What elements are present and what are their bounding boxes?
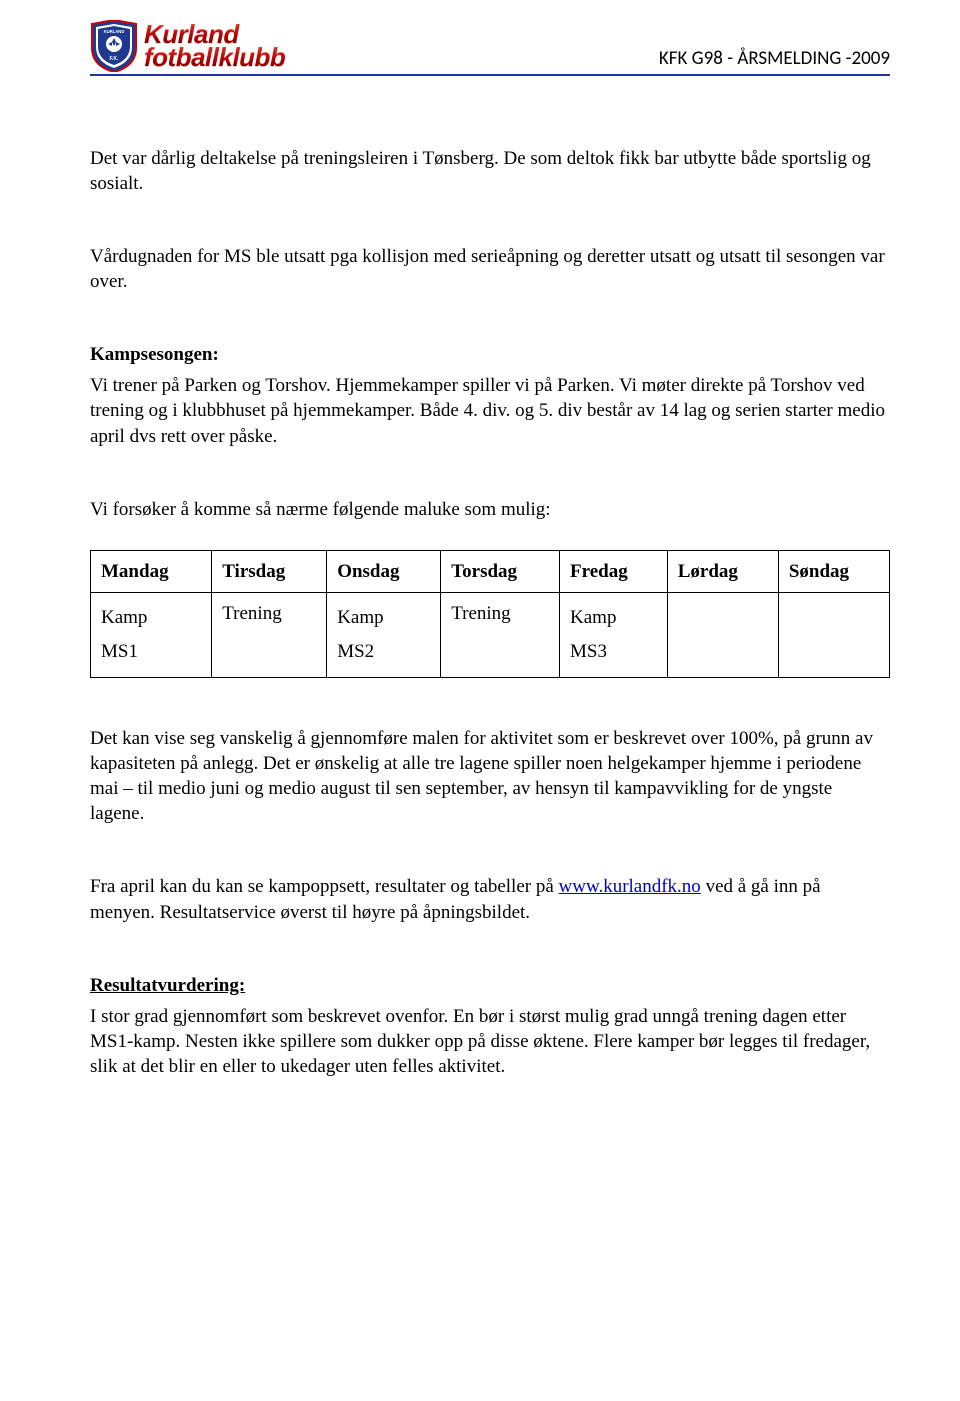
- svg-text:KURLAND: KURLAND: [104, 29, 125, 34]
- document-body: Det var dårlig deltakelse på treningslei…: [90, 76, 890, 1079]
- table-cell: Kamp MS1: [91, 592, 212, 677]
- table-cell: [667, 592, 778, 677]
- table-cell: Kamp MS3: [560, 592, 668, 677]
- table-header: Torsdag: [441, 550, 560, 592]
- table-cell: [778, 592, 889, 677]
- svg-text:F.K.: F.K.: [110, 56, 120, 62]
- logo-wordmark: Kurland fotballklubb: [144, 23, 285, 70]
- section-label: Kampsesongen:: [90, 344, 219, 365]
- table-header: Onsdag: [327, 550, 441, 592]
- table-header: Tirsdag: [212, 550, 327, 592]
- cell-line: MS1: [101, 641, 138, 662]
- cell-line: MS3: [570, 641, 607, 662]
- cell-line: Kamp: [570, 607, 616, 628]
- document-title: KFK G98 - ÅRSMELDING -2009: [659, 47, 890, 72]
- website-link[interactable]: www.kurlandfk.no: [559, 876, 701, 897]
- shield-icon: F.K. KURLAND: [90, 20, 138, 72]
- page-header: F.K. KURLAND Kurland fotballklubb KFK G9…: [90, 20, 890, 76]
- text-span: Fra april kan du kan se kampoppsett, res…: [90, 876, 559, 897]
- paragraph: I stor grad gjennomført som beskrevet ov…: [90, 1004, 890, 1079]
- section-label: Resultatvurdering:: [90, 975, 245, 996]
- cell-line: MS2: [337, 641, 374, 662]
- paragraph: Det kan vise seg vanskelig å gjennomføre…: [90, 726, 890, 826]
- table-header: Mandag: [91, 550, 212, 592]
- schedule-table: Mandag Tirsdag Onsdag Torsdag Fredag Lør…: [90, 550, 890, 678]
- paragraph: Vårdugnaden for MS ble utsatt pga kollis…: [90, 244, 890, 294]
- table-cell: Trening: [212, 592, 327, 677]
- cell-line: Kamp: [337, 607, 383, 628]
- section-heading: Kampsesongen:: [90, 342, 890, 367]
- paragraph: Vi trener på Parken og Torshov. Hjemmeka…: [90, 373, 890, 448]
- paragraph: Fra april kan du kan se kampoppsett, res…: [90, 874, 890, 924]
- table-header: Lørdag: [667, 550, 778, 592]
- paragraph: Vi forsøker å komme så nærme følgende ma…: [90, 497, 890, 522]
- section-heading: Resultatvurdering:: [90, 973, 890, 998]
- document-page: F.K. KURLAND Kurland fotballklubb KFK G9…: [0, 0, 960, 1401]
- table-header: Fredag: [560, 550, 668, 592]
- club-logo: F.K. KURLAND Kurland fotballklubb: [90, 20, 285, 72]
- table-header-row: Mandag Tirsdag Onsdag Torsdag Fredag Lør…: [91, 550, 890, 592]
- paragraph: Det var dårlig deltakelse på treningslei…: [90, 146, 890, 196]
- table-cell: Kamp MS2: [327, 592, 441, 677]
- logo-text-line2: fotballklubb: [144, 46, 285, 69]
- cell-line: Kamp: [101, 607, 147, 628]
- table-cell: Trening: [441, 592, 560, 677]
- table-row: Kamp MS1 Trening Kamp MS2 Trening Kamp M…: [91, 592, 890, 677]
- table-header: Søndag: [778, 550, 889, 592]
